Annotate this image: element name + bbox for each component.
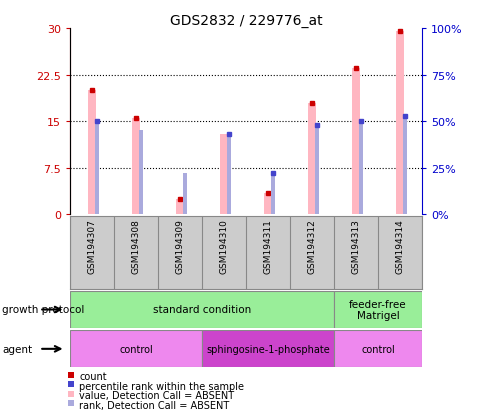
Text: GSM194307: GSM194307: [88, 219, 97, 274]
Text: percentile rank within the sample: percentile rank within the sample: [79, 381, 243, 391]
Bar: [132, 119, 140, 215]
Bar: [176, 199, 184, 215]
Text: growth protocol: growth protocol: [2, 305, 85, 315]
Bar: [95, 122, 99, 215]
Text: value, Detection Call = ABSENT: value, Detection Call = ABSENT: [79, 390, 234, 400]
Bar: [220, 134, 227, 215]
Bar: [307, 103, 316, 215]
Bar: [88, 91, 96, 215]
Title: GDS2832 / 229776_at: GDS2832 / 229776_at: [169, 14, 322, 28]
Bar: [182, 174, 186, 215]
Text: GSM194311: GSM194311: [263, 219, 272, 274]
Text: agent: agent: [2, 344, 32, 354]
Text: sphingosine-1-phosphate: sphingosine-1-phosphate: [206, 344, 329, 354]
Text: standard condition: standard condition: [153, 305, 251, 315]
Text: GSM194312: GSM194312: [307, 219, 316, 273]
Bar: [351, 69, 359, 215]
Bar: [227, 135, 230, 215]
Bar: [314, 126, 318, 215]
Text: GSM194310: GSM194310: [219, 219, 228, 274]
Text: control: control: [119, 344, 153, 354]
Bar: [395, 32, 403, 215]
Text: control: control: [361, 344, 394, 354]
Text: GSM194314: GSM194314: [394, 219, 404, 273]
Bar: [402, 116, 406, 215]
Bar: [333, 330, 421, 368]
Text: GSM194313: GSM194313: [351, 219, 360, 274]
Bar: [70, 330, 202, 368]
Bar: [271, 174, 274, 215]
Text: rank, Detection Call = ABSENT: rank, Detection Call = ABSENT: [79, 400, 229, 410]
Text: GSM194308: GSM194308: [132, 219, 140, 274]
Bar: [333, 291, 421, 328]
Bar: [139, 131, 143, 215]
Bar: [70, 291, 333, 328]
Bar: [264, 193, 272, 215]
Text: count: count: [79, 371, 106, 381]
Bar: [202, 330, 333, 368]
Bar: [358, 122, 362, 215]
Text: GSM194309: GSM194309: [175, 219, 184, 274]
Text: feeder-free
Matrigel: feeder-free Matrigel: [348, 299, 406, 320]
